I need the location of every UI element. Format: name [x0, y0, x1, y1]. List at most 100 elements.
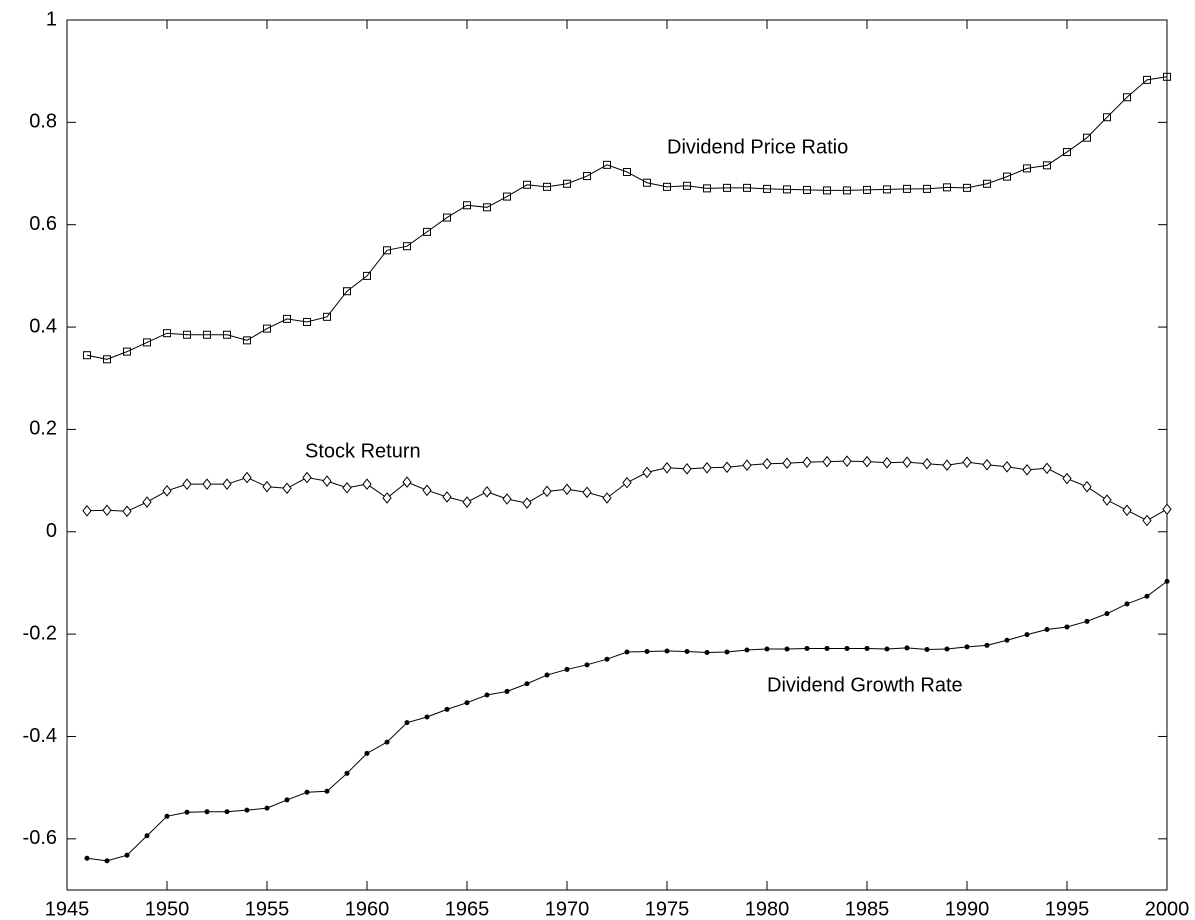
marker [502, 493, 512, 505]
marker [104, 858, 110, 864]
series-label: Dividend Price Ratio [667, 136, 848, 158]
x-tick-label: 1955 [245, 898, 290, 920]
marker [663, 182, 671, 191]
y-tick-label: 0 [46, 520, 57, 542]
marker [1103, 113, 1111, 122]
marker [1022, 464, 1032, 476]
marker [1044, 627, 1050, 633]
marker [83, 351, 91, 360]
marker [1064, 624, 1070, 630]
marker [444, 706, 450, 712]
marker [722, 461, 732, 474]
marker [242, 471, 252, 484]
marker [744, 647, 750, 653]
marker [322, 475, 332, 487]
marker [844, 645, 850, 651]
marker [202, 478, 212, 490]
series-label: Dividend Growth Rate [767, 674, 963, 696]
marker [1143, 75, 1151, 84]
marker [684, 649, 690, 655]
marker [723, 183, 731, 192]
marker [103, 355, 111, 364]
marker [923, 184, 931, 193]
marker [184, 809, 190, 815]
marker [82, 504, 92, 517]
marker [1004, 637, 1010, 643]
marker [1062, 472, 1072, 485]
marker [1124, 601, 1130, 607]
marker [824, 645, 830, 651]
marker [623, 167, 631, 176]
marker [1122, 504, 1132, 517]
series-label: Stock Return [305, 440, 421, 462]
marker [442, 491, 452, 503]
x-tick-label: 2000 [1145, 898, 1190, 920]
marker [1163, 72, 1171, 81]
marker [863, 185, 871, 194]
marker [804, 645, 810, 651]
x-tick-label: 1995 [1045, 898, 1090, 920]
marker [583, 172, 591, 181]
marker [562, 483, 572, 496]
marker [963, 183, 971, 192]
marker [622, 476, 632, 489]
marker [862, 455, 872, 468]
marker [384, 739, 390, 745]
marker [603, 160, 611, 169]
marker [1084, 618, 1090, 624]
marker [802, 456, 812, 468]
marker [363, 271, 371, 280]
marker [742, 459, 752, 472]
marker [383, 246, 391, 255]
series-line [86, 76, 1168, 360]
marker [203, 330, 211, 339]
marker [1104, 611, 1110, 617]
marker [464, 700, 470, 706]
marker [343, 287, 351, 296]
marker [403, 242, 411, 251]
marker [263, 324, 271, 333]
marker [302, 471, 312, 484]
marker [324, 788, 330, 794]
marker [864, 645, 870, 651]
marker [422, 484, 432, 497]
series-line [86, 581, 1168, 862]
marker [764, 646, 770, 652]
marker [884, 646, 890, 652]
marker [922, 457, 932, 470]
marker [143, 338, 151, 347]
marker [123, 347, 131, 356]
marker [504, 688, 510, 694]
marker [402, 476, 412, 488]
marker [602, 492, 612, 504]
marker [762, 457, 772, 470]
marker [463, 201, 471, 210]
y-tick-label: 0.4 [29, 315, 57, 337]
marker [882, 456, 892, 469]
marker [1162, 503, 1172, 516]
marker [224, 809, 230, 815]
marker [542, 485, 552, 498]
marker [822, 455, 832, 468]
marker [423, 227, 431, 236]
marker [244, 807, 250, 813]
marker [962, 456, 972, 468]
marker [924, 646, 930, 652]
marker [243, 336, 251, 345]
marker [1023, 164, 1031, 173]
marker [222, 478, 232, 490]
x-tick-label: 1970 [545, 898, 590, 920]
marker [443, 213, 451, 222]
marker [763, 184, 771, 193]
marker [162, 485, 172, 497]
marker [904, 645, 910, 651]
marker [342, 481, 352, 494]
marker [1002, 460, 1012, 473]
marker [344, 770, 350, 776]
y-tick-label: -0.6 [23, 827, 57, 849]
marker [483, 203, 491, 212]
x-tick-label: 1950 [145, 898, 190, 920]
marker [543, 182, 551, 191]
y-tick-label: -0.2 [23, 622, 57, 644]
